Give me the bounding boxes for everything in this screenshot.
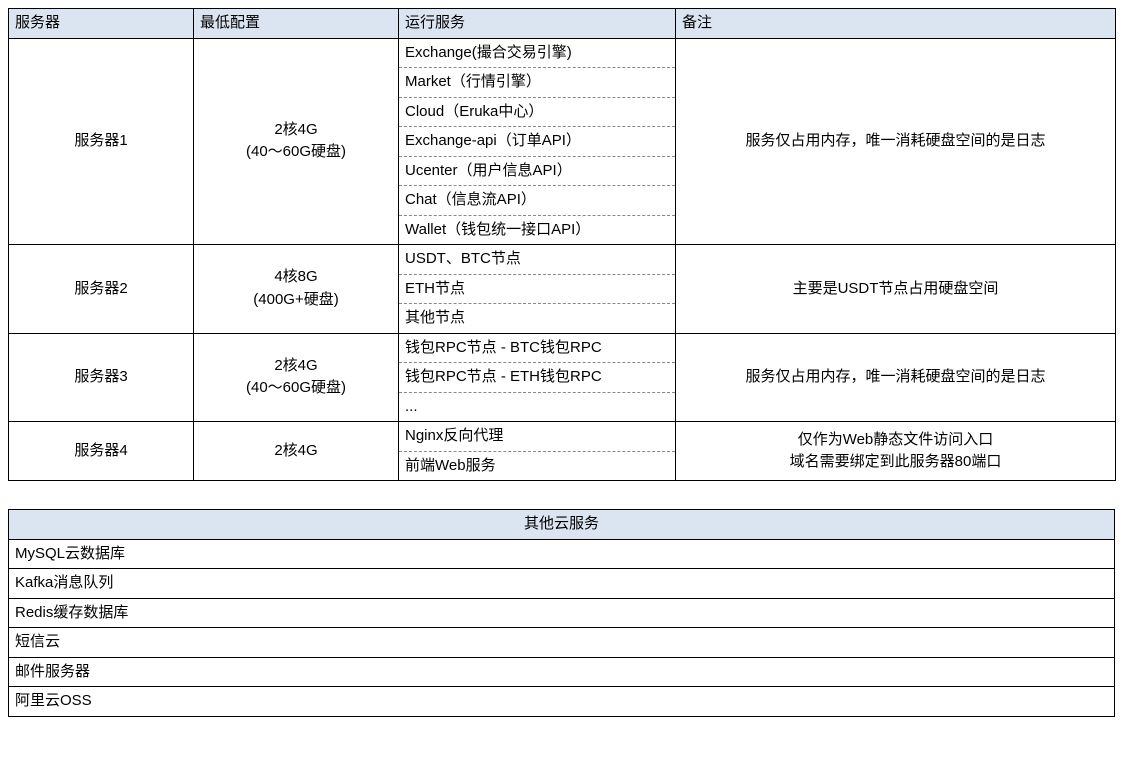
cloud-service-row: 阿里云OSS (9, 687, 1115, 717)
service-item: Cloud（Eruka中心） (399, 98, 675, 128)
cloud-service-item: MySQL云数据库 (9, 539, 1115, 569)
config-cell: 2核4G (194, 422, 399, 481)
service-item: Ucenter（用户信息API） (399, 157, 675, 187)
config-line1: 2核4G (274, 357, 317, 374)
services-cell: Nginx反向代理前端Web服务 (399, 422, 676, 481)
cloud-service-item: Kafka消息队列 (9, 569, 1115, 599)
service-item: Nginx反向代理 (399, 422, 675, 452)
header-server: 服务器 (9, 9, 194, 39)
notes-line: 域名需要绑定到此服务器80端口 (682, 451, 1109, 474)
service-item: Wallet（钱包统一接口API） (399, 216, 675, 245)
cloud-services-table: 其他云服务 MySQL云数据库Kafka消息队列Redis缓存数据库短信云邮件服… (8, 509, 1115, 717)
notes-cell: 服务仅占用内存，唯一消耗硬盘空间的是日志 (676, 333, 1116, 422)
notes-cell: 服务仅占用内存，唯一消耗硬盘空间的是日志 (676, 38, 1116, 245)
cloud-service-item: 阿里云OSS (9, 687, 1115, 717)
service-item: Market（行情引擎） (399, 68, 675, 98)
services-cell: Exchange(撮合交易引擎)Market（行情引擎）Cloud（Eruka中… (399, 38, 676, 245)
config-line2: (40～60G硬盘) (200, 141, 392, 164)
server-name-cell: 服务器2 (9, 245, 194, 334)
service-item: ... (399, 393, 675, 422)
service-item: ETH节点 (399, 275, 675, 305)
config-line1: 4核8G (274, 268, 317, 285)
services-cell: 钱包RPC节点 - BTC钱包RPC钱包RPC节点 - ETH钱包RPC... (399, 333, 676, 422)
config-cell: 2核4G (40～60G硬盘) (194, 333, 399, 422)
header-services: 运行服务 (399, 9, 676, 39)
notes-cell: 仅作为Web静态文件访问入口域名需要绑定到此服务器80端口 (676, 422, 1116, 481)
server-row: 服务器2 4核8G (400G+硬盘) USDT、BTC节点ETH节点其他节点主要是U… (9, 245, 1116, 334)
notes-cell: 主要是USDT节点占用硬盘空间 (676, 245, 1116, 334)
config-line1: 2核4G (274, 442, 317, 459)
cloud-service-row: Redis缓存数据库 (9, 598, 1115, 628)
cloud-service-item: 短信云 (9, 628, 1115, 658)
servers-table: 服务器 最低配置 运行服务 备注 服务器1 2核4G (40～60G硬盘) Excha… (8, 8, 1116, 481)
servers-header-row: 服务器 最低配置 运行服务 备注 (9, 9, 1116, 39)
config-cell: 2核4G (40～60G硬盘) (194, 38, 399, 245)
server-name-cell: 服务器3 (9, 333, 194, 422)
service-item: Exchange-api（订单API） (399, 127, 675, 157)
cloud-service-item: 邮件服务器 (9, 657, 1115, 687)
config-cell: 4核8G (400G+硬盘) (194, 245, 399, 334)
service-item: Chat（信息流API） (399, 186, 675, 216)
cloud-service-item: Redis缓存数据库 (9, 598, 1115, 628)
server-row: 服务器1 2核4G (40～60G硬盘) Exchange(撮合交易引擎)Market… (9, 38, 1116, 245)
header-notes: 备注 (676, 9, 1116, 39)
service-item: 前端Web服务 (399, 452, 675, 481)
service-item: 钱包RPC节点 - ETH钱包RPC (399, 363, 675, 393)
cloud-header: 其他云服务 (9, 510, 1115, 540)
cloud-service-row: 邮件服务器 (9, 657, 1115, 687)
cloud-service-row: 短信云 (9, 628, 1115, 658)
notes-line: 仅作为Web静态文件访问入口 (682, 429, 1109, 452)
server-row: 服务器4 2核4G Nginx反向代理前端Web服务仅作为Web静态文件访问入口域名… (9, 422, 1116, 481)
cloud-service-row: Kafka消息队列 (9, 569, 1115, 599)
server-name-cell: 服务器1 (9, 38, 194, 245)
config-line2: (400G+硬盘) (200, 289, 392, 312)
server-row: 服务器3 2核4G (40～60G硬盘) 钱包RPC节点 - BTC钱包RPC钱包RP… (9, 333, 1116, 422)
header-config: 最低配置 (194, 9, 399, 39)
service-item: Exchange(撮合交易引擎) (399, 39, 675, 69)
cloud-service-row: MySQL云数据库 (9, 539, 1115, 569)
service-item: 钱包RPC节点 - BTC钱包RPC (399, 334, 675, 364)
config-line2: (40～60G硬盘) (200, 377, 392, 400)
service-item: 其他节点 (399, 304, 675, 333)
service-item: USDT、BTC节点 (399, 245, 675, 275)
config-line1: 2核4G (274, 121, 317, 138)
services-cell: USDT、BTC节点ETH节点其他节点 (399, 245, 676, 334)
server-name-cell: 服务器4 (9, 422, 194, 481)
